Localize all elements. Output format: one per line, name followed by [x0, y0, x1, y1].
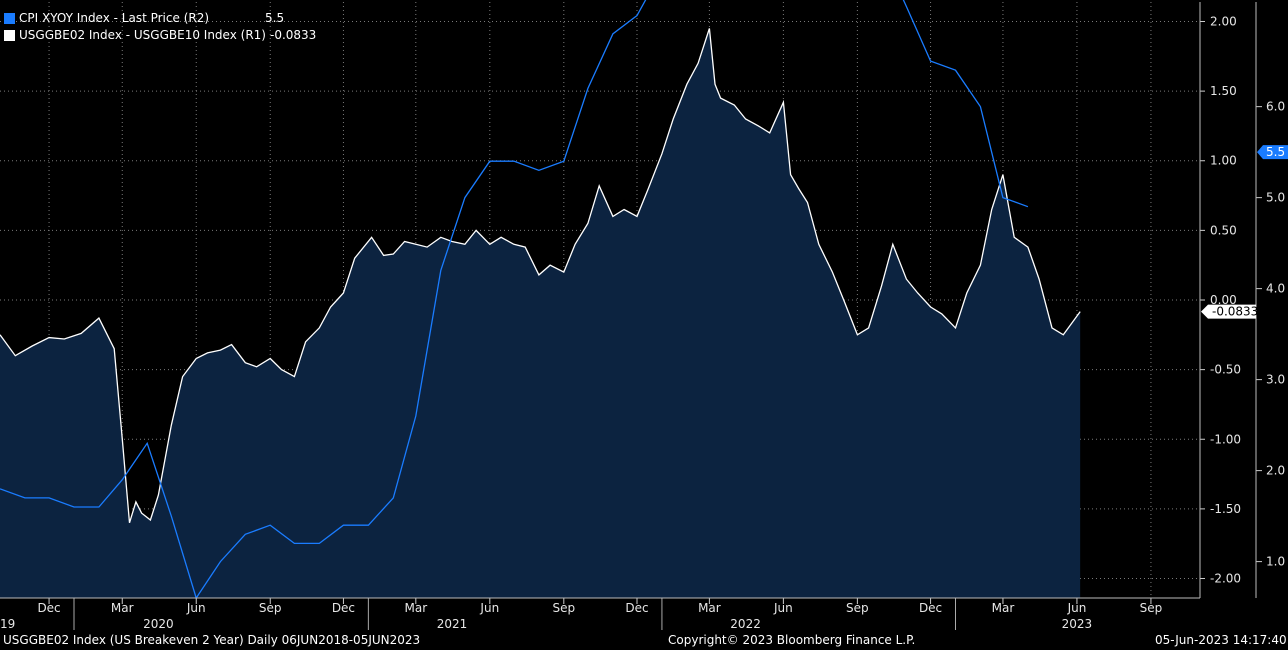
r1-tick-label: -0.50: [1210, 363, 1241, 377]
footer-source: USGGBE02 Index (US Breakeven 2 Year) Dai…: [3, 633, 421, 647]
x-tick-label: Sep: [1140, 601, 1163, 615]
x-tick-label: Jun: [773, 601, 793, 615]
spread-area-layer: [0, 28, 1081, 598]
footer-copyright: Copyright© 2023 Bloomberg Finance L.P.: [668, 633, 916, 647]
legend-value-cpi: 5.5: [265, 11, 285, 25]
x-tick-label: Mar: [698, 601, 721, 615]
year-label: 2019: [0, 617, 15, 631]
spread-area: [0, 28, 1081, 598]
legend-swatch-cpi: [4, 13, 15, 24]
x-tick-label: Mar: [404, 601, 427, 615]
cpi-last-value-marker: [1257, 145, 1288, 160]
x-tick-label: Jun: [479, 601, 499, 615]
axes-layer: 2.00 1.50 1.00 0.50 0.00 -0.50 -1.00 -1.50 -2.00…: [0, 2, 1285, 631]
legend-value-spread: -0.0833: [269, 28, 317, 42]
year-label: 2023: [1062, 617, 1093, 631]
r2-tick-label: 1.0: [1266, 555, 1285, 569]
cpi-last-value-label: 5.5: [1266, 145, 1285, 159]
footer-timestamp: 05-Jun-2023 14:17:40: [1155, 633, 1287, 647]
x-tick-label: Dec: [332, 601, 355, 615]
year-label: 2021: [437, 617, 468, 631]
x-tick-label: Mar: [992, 601, 1015, 615]
x-tick-label: Jun: [1067, 601, 1087, 615]
legend-label-spread: USGGBE02 Index - USGGBE10 Index (R1): [19, 28, 266, 42]
r1-tick-label: 1.50: [1210, 84, 1237, 98]
r2-tick-label: 5.0: [1266, 191, 1285, 205]
r1-tick-label: -1.00: [1210, 432, 1241, 446]
spread-last-value-marker: [1201, 304, 1256, 319]
last-value-markers: -0.0833 5.5: [1201, 145, 1288, 319]
x-tick-label: Jun: [186, 601, 206, 615]
r1-tick-label: -2.00: [1210, 572, 1241, 586]
x-tick-label: Dec: [919, 601, 942, 615]
spread-last-value-label: -0.0833: [1212, 305, 1258, 319]
r1-tick-label: 1.00: [1210, 154, 1237, 168]
r1-tick-label: 0.50: [1210, 223, 1237, 237]
cpi-line-layer: [0, 0, 1029, 600]
legend-item-cpi: CPI XYOY Index - Last Price (R2) 5.5: [4, 10, 316, 27]
r1-tick-label: 0.00: [1210, 293, 1237, 307]
legend-item-spread: USGGBE02 Index - USGGBE10 Index (R1) -0.…: [4, 27, 316, 44]
chart-legend: CPI XYOY Index - Last Price (R2) 5.5 USG…: [4, 10, 316, 44]
x-tick-label: Dec: [37, 601, 60, 615]
legend-swatch-spread: [4, 30, 15, 41]
r2-tick-label: 4.0: [1266, 282, 1285, 296]
spread-line: [0, 28, 1081, 523]
x-tick-label: Dec: [625, 601, 648, 615]
legend-label-cpi: CPI XYOY Index - Last Price (R2): [19, 11, 210, 25]
x-tick-label: Sep: [846, 601, 869, 615]
cpi-line: [0, 0, 1029, 600]
r1-tick-label: -1.50: [1210, 502, 1241, 516]
x-tick-label: Mar: [111, 601, 134, 615]
r2-tick-label: 3.0: [1266, 373, 1285, 387]
x-tick-label: Sep: [259, 601, 282, 615]
r1-tick-label: 2.00: [1210, 14, 1237, 28]
year-label: 2022: [730, 617, 761, 631]
r2-tick-label: 2.0: [1266, 464, 1285, 478]
r2-tick-label: 6.0: [1266, 100, 1285, 114]
x-tick-label: Sep: [552, 601, 575, 615]
year-label: 2020: [143, 617, 174, 631]
